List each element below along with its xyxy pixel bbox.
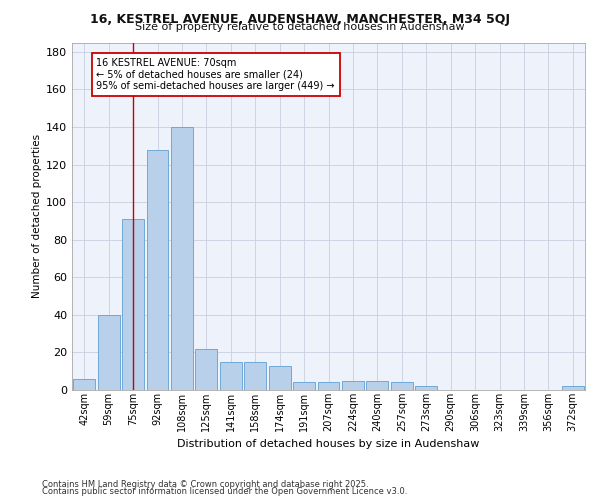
Bar <box>342 380 364 390</box>
Bar <box>415 386 437 390</box>
Bar <box>196 348 217 390</box>
Bar <box>269 366 290 390</box>
Bar <box>293 382 315 390</box>
Bar <box>367 380 388 390</box>
Text: Size of property relative to detached houses in Audenshaw: Size of property relative to detached ho… <box>135 22 465 32</box>
Bar <box>317 382 340 390</box>
Bar <box>562 386 584 390</box>
Bar <box>98 315 119 390</box>
Bar <box>220 362 242 390</box>
Text: Contains HM Land Registry data © Crown copyright and database right 2025.: Contains HM Land Registry data © Crown c… <box>42 480 368 489</box>
Bar <box>244 362 266 390</box>
Text: 16 KESTREL AVENUE: 70sqm
← 5% of detached houses are smaller (24)
95% of semi-de: 16 KESTREL AVENUE: 70sqm ← 5% of detache… <box>97 58 335 90</box>
X-axis label: Distribution of detached houses by size in Audenshaw: Distribution of detached houses by size … <box>178 439 479 449</box>
Bar <box>122 219 144 390</box>
Bar <box>73 378 95 390</box>
Text: 16, KESTREL AVENUE, AUDENSHAW, MANCHESTER, M34 5QJ: 16, KESTREL AVENUE, AUDENSHAW, MANCHESTE… <box>90 12 510 26</box>
Bar <box>146 150 169 390</box>
Text: Contains public sector information licensed under the Open Government Licence v3: Contains public sector information licen… <box>42 488 407 496</box>
Bar <box>171 127 193 390</box>
Bar <box>391 382 413 390</box>
Y-axis label: Number of detached properties: Number of detached properties <box>32 134 42 298</box>
